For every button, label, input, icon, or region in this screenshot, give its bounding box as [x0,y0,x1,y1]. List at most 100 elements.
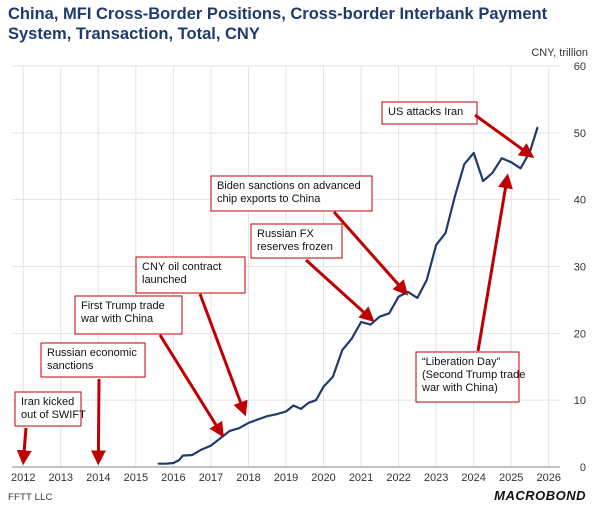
data-point [200,448,203,451]
data-point [491,172,494,174]
annotation-arrow [198,293,248,417]
annotation-box [135,256,246,294]
data-point [463,163,466,166]
data-point [275,413,278,416]
data-point [472,152,475,154]
data-point [388,312,391,315]
annotation-text: reserves frozen [257,241,333,253]
data-point [435,244,437,246]
data-point [315,399,317,401]
data-point [178,459,180,462]
data-point [379,315,381,318]
data-point [416,297,419,299]
data-point [191,454,193,456]
data-point [454,195,456,198]
x-tick-label: 2020 [311,472,335,484]
data-point [181,454,184,457]
grid [12,65,560,468]
data-point [228,430,231,432]
data-point [425,279,428,281]
data-point [238,427,240,430]
annotation-arrow [476,173,513,352]
x-tick-label: 2015 [124,472,148,484]
annotation-text: (Second Trump trade [422,369,525,381]
annotation-text: Russian economic [47,347,137,359]
data-point [482,180,484,182]
x-tick-label: 2021 [349,472,373,484]
data-point [292,404,295,407]
x-tick-label: 2017 [199,472,223,484]
annotation-text: war with China) [421,382,498,394]
x-tick-label: 2014 [86,472,110,484]
annotation-arrow [158,334,224,438]
annotation-arrow [332,211,409,296]
annotation-text: sanctions [47,360,94,372]
annotation-box [74,295,183,335]
annotation-arrow [90,378,106,466]
annotation-text: CNY oil contract [142,261,221,273]
data-point [172,462,175,464]
data-point [322,386,325,388]
data-point [332,375,334,378]
data-point [285,410,287,413]
y-tick-label: 40 [574,195,586,207]
x-tick-label: 2016 [161,472,185,484]
x-tick-label: 2024 [461,472,485,484]
x-tick-label: 2025 [499,472,523,484]
data-point [501,157,503,160]
brand-logo: MACROBOND [494,488,586,503]
annotation-box [415,351,520,403]
y-tick-label: 50 [574,128,586,140]
data-point [210,444,212,447]
data-point [165,462,167,465]
x-tick-label: 2026 [536,472,560,484]
data-point [407,291,409,293]
annotation-text: out of SWIFT [21,409,86,421]
annotation-arrow [16,427,32,466]
source-label: FFTT LLC [8,492,53,503]
data-point [360,321,362,323]
annotation: US attacks Iran [381,101,535,158]
annotation-arrow [474,113,535,158]
unit-label: CNY, trillion [531,47,588,59]
data-point [519,167,522,170]
data-point [266,415,269,418]
x-tick-label: 2013 [49,472,73,484]
data-point [247,422,250,424]
x-tick-label: 2022 [386,472,410,484]
data-point [529,150,531,153]
annotation-box [250,223,343,259]
series-layer [157,126,539,465]
data-point [219,437,222,440]
axes: 2012 2013 2014 2015 2016 2017 2018 2019 2020 2021… [11,61,586,484]
annotation-text: launched [142,274,187,286]
annotation-text: Biden sanctions on advanced [217,180,361,192]
y-tick-label: 20 [574,328,586,340]
page-title: China, MFI Cross-Border Positions, Cross… [8,5,548,43]
data-point [397,295,400,298]
data-point [369,323,372,326]
annotation-box [210,175,373,212]
x-tick-label: 2012 [11,472,35,484]
x-tick-label: 2023 [424,472,448,484]
data-point [444,232,447,234]
annotation-arrow [304,258,375,322]
y-tick-label: 0 [580,462,586,474]
y-tick-label: 10 [574,395,586,407]
annotation-text: “Liberation Day” [422,356,501,368]
annotation-box [14,391,82,427]
annotation-box [40,342,146,378]
y-tick-label: 60 [574,61,586,73]
data-point [350,337,353,340]
annotation-text: Russian FX [257,228,315,240]
annotation-box [381,101,478,125]
annotation-text: First Trump trade [81,300,165,312]
data-point [157,462,160,465]
